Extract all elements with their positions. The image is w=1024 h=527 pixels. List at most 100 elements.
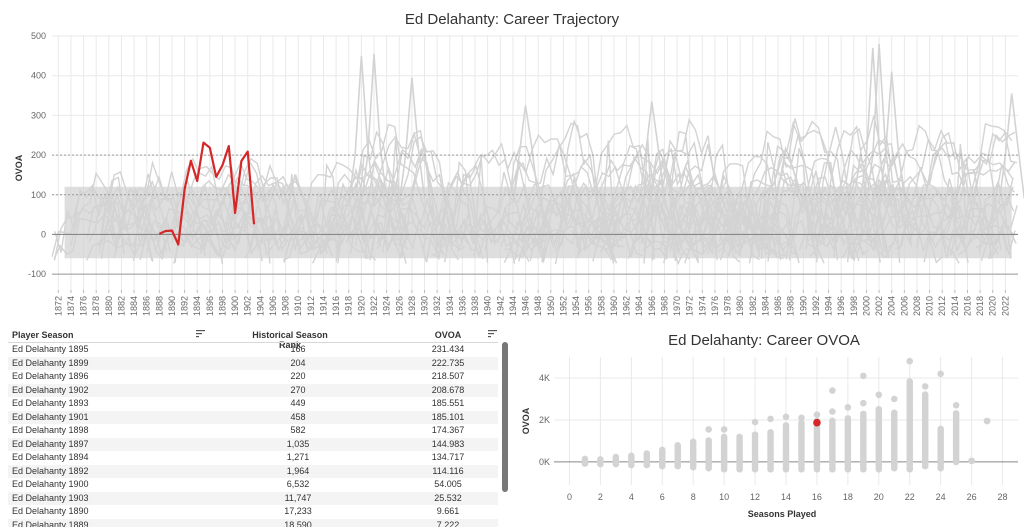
ovoa-cell: 174.367 [431, 425, 465, 435]
x-tick-label: 1910 [293, 296, 303, 316]
x-tick-label: 1888 [154, 296, 164, 316]
header-historical-season-rank[interactable]: Historical Season Rank [252, 330, 328, 350]
ovoa-cell: 231.434 [431, 344, 465, 354]
table-row[interactable]: Ed Delahanty 1898 582 174.367 [8, 424, 498, 438]
table-row[interactable]: Ed Delahanty 1892 1,964 114.116 [8, 464, 498, 478]
delahanty-line-path[interactable] [158, 141, 256, 246]
y-tick-label: 0K [539, 457, 550, 467]
x-tick-label: 1992 [811, 296, 821, 316]
x-tick-label: 1986 [773, 296, 783, 316]
scatter-point [767, 415, 774, 423]
scatter-point [798, 419, 805, 427]
scatter-point [628, 452, 635, 460]
scatter-point [952, 410, 960, 417]
table-row[interactable]: Ed Delahanty 1896 220 218.507 [8, 370, 498, 384]
x-tick-label: 1908 [281, 296, 291, 316]
x-tick-label: 2006 [899, 296, 909, 316]
x-tick-label: 1912 [306, 296, 316, 316]
x-tick-label: 1936 [457, 296, 467, 316]
scatter-y-axis-title: OVOA [521, 407, 531, 434]
scatter-point [689, 438, 697, 446]
x-tick-label: 1878 [91, 296, 101, 316]
table-row[interactable]: Ed Delahanty 1894 1,271 134.717 [8, 451, 498, 465]
background-series-line [865, 43, 893, 203]
scatter-point [860, 410, 867, 418]
x-tick-label: 1964 [634, 296, 644, 316]
ovoa-cell: 185.101 [431, 411, 465, 422]
x-tick-label: 2022 [1000, 296, 1010, 316]
x-tick-label: 2 [598, 492, 603, 502]
ovoa-cell: 25.532 [434, 492, 462, 503]
x-tick-label: 1906 [268, 296, 278, 316]
x-tick-label: 1984 [760, 296, 770, 316]
x-tick-label: 1944 [508, 296, 518, 316]
scatter-point [860, 372, 867, 380]
season-cell: Ed Delahanty 1901 [12, 411, 89, 422]
sort-icon[interactable] [488, 329, 497, 338]
x-tick-label: 2014 [950, 296, 960, 316]
scatter-point [921, 391, 929, 398]
x-tick-label: 24 [936, 492, 946, 502]
x-tick-label: 0 [567, 492, 572, 502]
x-tick-label: 1948 [533, 296, 543, 316]
season-cell: Ed Delahanty 1903 [12, 492, 89, 503]
x-tick-label: 1874 [66, 296, 76, 316]
y-tick-label: -100 [28, 269, 46, 279]
delahanty-marker[interactable] [813, 418, 821, 427]
x-tick-label: 1914 [318, 296, 328, 316]
table-row[interactable]: Ed Delahanty 1895 166 231.434 [8, 343, 498, 357]
scatter-point [612, 453, 620, 461]
x-tick-label: 18 [843, 492, 853, 502]
y-tick-label: 4K [539, 373, 550, 383]
x-tick-label: 1996 [836, 296, 846, 316]
scatter-point [813, 411, 821, 419]
background-series-line [347, 55, 375, 203]
season-cell: Ed Delahanty 1894 [12, 452, 89, 462]
rank-cell: 1,271 [286, 452, 310, 462]
rank-cell: 6,532 [286, 479, 310, 489]
season-cell: Ed Delahanty 1893 [12, 398, 89, 408]
x-tick-label: 12 [750, 492, 760, 502]
rank-cell: 18,590 [284, 519, 312, 527]
x-tick-label: 1978 [723, 296, 733, 316]
season-cell: Ed Delahanty 1898 [12, 425, 89, 435]
scatter-point [720, 426, 728, 433]
table-row[interactable]: Ed Delahanty 1900 6,532 54.005 [8, 478, 498, 492]
x-tick-label: 1872 [53, 296, 63, 316]
x-tick-label: 8 [691, 492, 696, 502]
x-tick-label: 1998 [849, 296, 859, 316]
x-tick-label: 1954 [571, 296, 581, 316]
scatter-point [968, 457, 975, 465]
table-row[interactable]: Ed Delahanty 1901 458 185.101 [8, 410, 498, 424]
table-row[interactable]: Ed Delahanty 1899 204 222.735 [8, 356, 498, 370]
scatter-point [829, 387, 836, 394]
background-player-lines [51, 43, 1024, 266]
season-cell: Ed Delahanty 1897 [12, 438, 89, 449]
scatter-point [875, 391, 883, 399]
rank-cell: 449 [290, 398, 306, 408]
x-tick-label: 1982 [748, 296, 758, 316]
x-tick-label: 1902 [243, 296, 253, 316]
y-tick-label: 500 [31, 31, 46, 41]
x-tick-label: 26 [967, 492, 977, 502]
table-row[interactable]: Ed Delahanty 1903 11,747 25.532 [8, 491, 498, 505]
x-tick-label: 1884 [129, 296, 139, 316]
header-player-season[interactable]: Player Season [12, 330, 74, 340]
sort-icon[interactable] [196, 329, 205, 338]
table-scrollbar[interactable] [502, 342, 508, 492]
x-tick-label: 1924 [382, 296, 392, 316]
table-row[interactable]: Ed Delahanty 1902 270 208.678 [8, 383, 498, 397]
x-tick-label: 1928 [407, 296, 417, 316]
header-ovoa[interactable]: OVOA [434, 330, 462, 340]
delahanty-trajectory-line[interactable] [158, 141, 256, 246]
delahanty-point[interactable] [813, 418, 821, 427]
table-row[interactable]: Ed Delahanty 1889 18,590 7.222 [8, 518, 498, 527]
table-row[interactable]: Ed Delahanty 1893 449 185.551 [8, 397, 498, 411]
x-tick-label: 2010 [925, 296, 935, 316]
table-row[interactable]: Ed Delahanty 1897 1,035 144.983 [8, 437, 498, 451]
scatter-y-ticks: 0K 2K 4K [539, 373, 550, 467]
season-cell: Ed Delahanty 1896 [12, 371, 89, 381]
x-tick-label: 1994 [824, 296, 834, 316]
table-row[interactable]: Ed Delahanty 1890 17,233 9.661 [8, 505, 498, 519]
x-tick-label: 2004 [887, 296, 897, 316]
